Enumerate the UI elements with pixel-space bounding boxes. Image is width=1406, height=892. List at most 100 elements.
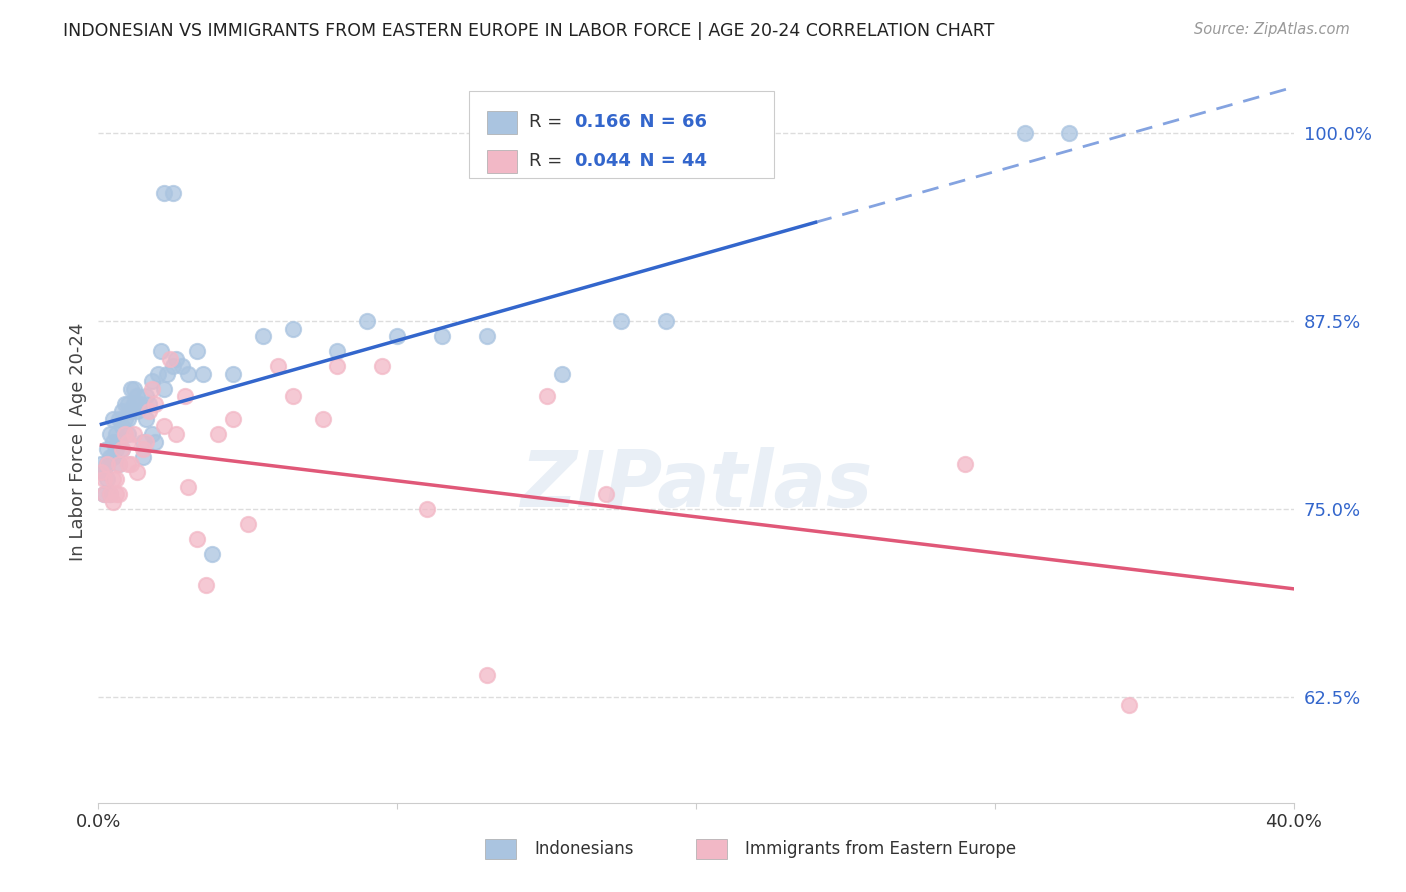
Point bbox=[93, 465, 115, 479]
Point bbox=[1118, 698, 1140, 712]
Point bbox=[117, 434, 139, 449]
Point bbox=[416, 502, 439, 516]
Text: ZIPatlas: ZIPatlas bbox=[520, 447, 872, 523]
Point bbox=[174, 389, 197, 403]
Point bbox=[108, 487, 131, 501]
Point bbox=[153, 382, 176, 396]
Point bbox=[267, 359, 290, 374]
Point bbox=[191, 367, 214, 381]
Point bbox=[103, 450, 125, 464]
Point bbox=[132, 450, 155, 464]
Point bbox=[114, 397, 136, 411]
Point bbox=[150, 344, 173, 359]
Point bbox=[124, 427, 146, 442]
Point bbox=[127, 465, 149, 479]
Point bbox=[430, 329, 453, 343]
Point bbox=[124, 397, 146, 411]
Point bbox=[98, 427, 122, 442]
Point bbox=[159, 351, 181, 366]
Point bbox=[98, 487, 122, 501]
Text: Immigrants from Eastern Europe: Immigrants from Eastern Europe bbox=[745, 840, 1017, 858]
Point bbox=[536, 389, 558, 403]
Point bbox=[93, 472, 115, 486]
Point bbox=[143, 434, 166, 449]
Point bbox=[156, 367, 179, 381]
Point bbox=[127, 404, 149, 418]
Point bbox=[195, 577, 218, 591]
Point bbox=[120, 382, 142, 396]
Point bbox=[129, 397, 152, 411]
Point bbox=[222, 412, 245, 426]
Text: R =: R = bbox=[529, 153, 568, 170]
Point bbox=[114, 412, 136, 426]
Point bbox=[98, 487, 122, 501]
Point bbox=[105, 472, 128, 486]
Point bbox=[177, 480, 200, 494]
Point bbox=[385, 329, 409, 343]
Point bbox=[953, 457, 976, 471]
Point bbox=[162, 186, 184, 201]
Point bbox=[103, 494, 125, 508]
Point bbox=[114, 427, 136, 442]
Point bbox=[475, 329, 498, 343]
Point bbox=[117, 457, 139, 471]
Point bbox=[117, 397, 139, 411]
Point bbox=[326, 359, 349, 374]
Text: 0.044: 0.044 bbox=[574, 153, 631, 170]
Point bbox=[103, 434, 125, 449]
FancyBboxPatch shape bbox=[486, 111, 517, 134]
Point bbox=[281, 389, 304, 403]
Point bbox=[165, 351, 187, 366]
Point bbox=[117, 412, 139, 426]
Point bbox=[281, 321, 304, 335]
Point bbox=[135, 389, 157, 403]
Point bbox=[186, 344, 208, 359]
Point bbox=[90, 457, 112, 471]
Y-axis label: In Labor Force | Age 20-24: In Labor Force | Age 20-24 bbox=[69, 322, 87, 561]
Point bbox=[138, 404, 160, 418]
Point bbox=[108, 412, 131, 426]
Point bbox=[120, 457, 142, 471]
Point bbox=[108, 457, 131, 471]
Point bbox=[138, 397, 160, 411]
Point bbox=[252, 329, 274, 343]
Text: Source: ZipAtlas.com: Source: ZipAtlas.com bbox=[1194, 22, 1350, 37]
Point bbox=[96, 472, 118, 486]
Point bbox=[135, 412, 157, 426]
Point bbox=[108, 434, 131, 449]
Point bbox=[655, 314, 678, 328]
Point bbox=[201, 548, 224, 562]
Point bbox=[236, 517, 259, 532]
Point bbox=[132, 442, 155, 456]
Point bbox=[120, 404, 142, 418]
Text: Indonesians: Indonesians bbox=[534, 840, 634, 858]
Text: N = 66: N = 66 bbox=[627, 113, 707, 131]
Point bbox=[90, 465, 112, 479]
Text: R =: R = bbox=[529, 113, 568, 131]
Text: N = 44: N = 44 bbox=[627, 153, 707, 170]
Point bbox=[1059, 126, 1081, 140]
Point bbox=[371, 359, 394, 374]
Point bbox=[96, 457, 118, 471]
Text: 0.166: 0.166 bbox=[574, 113, 631, 131]
Point bbox=[153, 419, 176, 434]
FancyBboxPatch shape bbox=[470, 91, 773, 178]
Point bbox=[595, 487, 617, 501]
Point bbox=[186, 533, 208, 547]
Point bbox=[141, 382, 163, 396]
Point bbox=[165, 427, 187, 442]
Point bbox=[103, 412, 125, 426]
Point bbox=[207, 427, 229, 442]
Point bbox=[132, 434, 155, 449]
Text: INDONESIAN VS IMMIGRANTS FROM EASTERN EUROPE IN LABOR FORCE | AGE 20-24 CORRELAT: INDONESIAN VS IMMIGRANTS FROM EASTERN EU… bbox=[63, 22, 994, 40]
Point bbox=[93, 487, 115, 501]
Point bbox=[98, 450, 122, 464]
Point bbox=[105, 427, 128, 442]
Point bbox=[127, 389, 149, 403]
Point bbox=[111, 419, 134, 434]
Point bbox=[135, 434, 157, 449]
Point bbox=[326, 344, 349, 359]
Point bbox=[105, 487, 128, 501]
Point bbox=[111, 442, 134, 456]
Point bbox=[124, 382, 146, 396]
